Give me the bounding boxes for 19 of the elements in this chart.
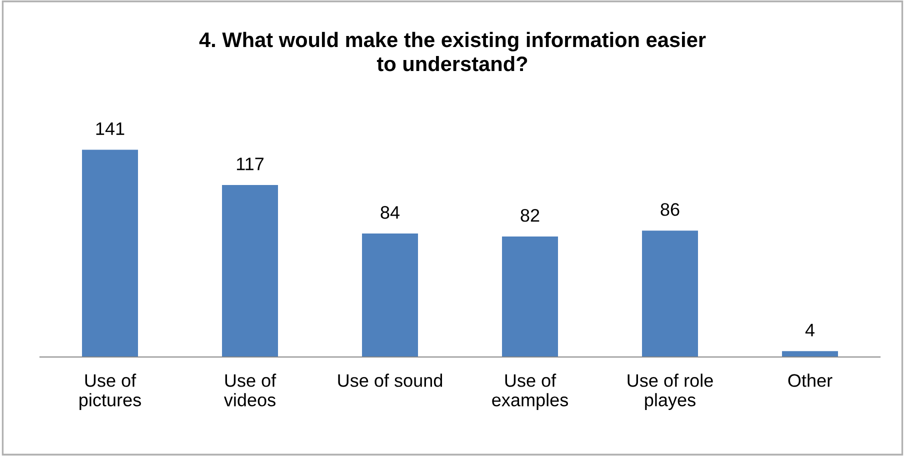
bar — [222, 185, 278, 357]
x-tick-label: Use of role playes — [628, 374, 713, 410]
chart-title: 4. What would make the existing information easier to understand? — [199, 32, 706, 72]
x-tick-label: Use of sound — [338, 374, 442, 387]
data-label: 84 — [380, 206, 400, 219]
x-tick-label: Use of pictures — [80, 374, 141, 410]
bar — [502, 236, 558, 357]
data-label: 4 — [805, 324, 814, 336]
data-label: 117 — [236, 158, 264, 170]
bar — [782, 351, 838, 357]
x-tick-label: Other — [788, 374, 832, 387]
data-label: 86 — [660, 203, 680, 216]
x-tick-label: Use of examples — [492, 374, 568, 410]
data-label: 82 — [520, 208, 540, 222]
bar — [642, 230, 698, 357]
bar — [362, 234, 418, 357]
data-label: 141 — [96, 122, 124, 135]
x-tick-label: Use of videos — [224, 374, 276, 406]
bar — [82, 150, 138, 357]
